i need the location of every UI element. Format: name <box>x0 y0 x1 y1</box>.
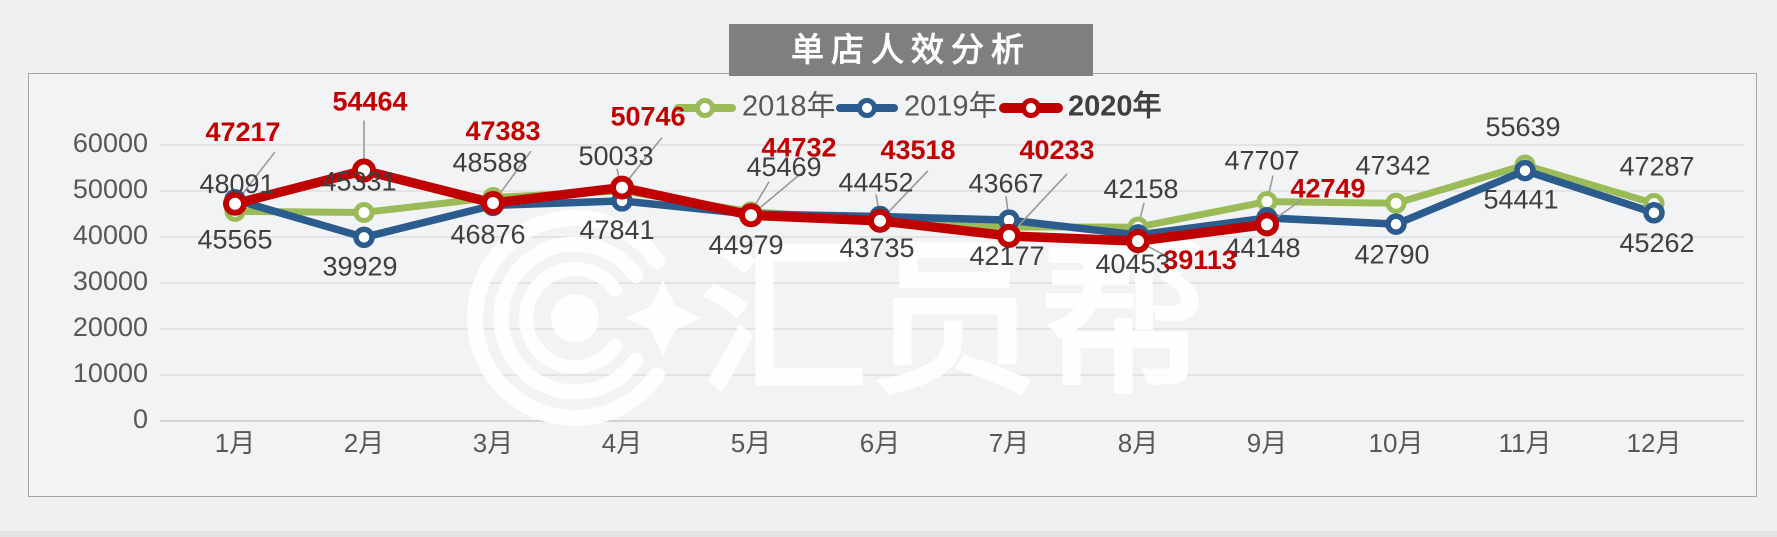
series-labels-2019: 48091 39929 46876 47841 44979 44452 43667 40453… <box>199 168 1694 282</box>
x-axis-tick-label: 11月 <box>1499 428 1552 458</box>
legend-label: 2020年 <box>1068 89 1162 123</box>
data-label: 47707 <box>1224 146 1299 176</box>
data-label: 46876 <box>450 219 525 249</box>
series-line-2019[interactable] <box>231 166 1658 242</box>
watermark-text: 汇员帮 <box>700 226 1210 414</box>
series-labels-2018: 45565 45331 48588 50033 45469 43735 42177 42158… <box>197 112 1694 271</box>
data-label: 47342 <box>1355 150 1430 180</box>
data-point[interactable] <box>868 208 892 233</box>
data-label: 47841 <box>579 215 654 245</box>
data-label: 45469 <box>746 152 821 182</box>
legend-item-2019[interactable]: 2019年 <box>836 90 998 123</box>
y-axis-tick-label: 0 <box>133 404 148 434</box>
x-axis-tick-label: 12月 <box>1627 428 1682 458</box>
data-label: 47217 <box>205 117 280 147</box>
x-axis-tick-label: 1月 <box>215 428 255 458</box>
x-axis-tick-label: 2月 <box>344 428 384 458</box>
data-point[interactable] <box>739 203 763 228</box>
data-label: 45331 <box>321 167 396 197</box>
bottom-strip <box>0 531 1777 537</box>
watermark: 汇员帮 <box>467 210 1210 426</box>
data-label: 45262 <box>1619 228 1694 258</box>
data-point[interactable] <box>353 201 375 223</box>
data-point[interactable] <box>1643 202 1665 224</box>
data-label: 39113 <box>1163 245 1237 275</box>
legend-item-2020[interactable]: 2020年 <box>999 89 1162 123</box>
data-label: 44148 <box>1225 233 1300 263</box>
data-point[interactable] <box>353 226 375 249</box>
data-label: 48091 <box>199 169 274 199</box>
data-label: 54441 <box>1483 185 1558 215</box>
data-point[interactable] <box>1385 213 1407 235</box>
data-label: 43667 <box>968 168 1043 198</box>
y-axis-tick-label: 40000 <box>73 220 148 250</box>
data-point[interactable] <box>1255 212 1279 237</box>
data-label: 42158 <box>1103 174 1178 204</box>
data-label: 50746 <box>610 102 685 132</box>
data-label: 39929 <box>322 251 397 281</box>
legend-label: 2019年 <box>904 90 998 123</box>
data-point[interactable] <box>1126 229 1150 254</box>
data-label: 43518 <box>880 135 955 165</box>
chart-title: 单店人效分析 <box>729 24 1093 76</box>
data-label: 44452 <box>838 168 913 198</box>
data-label: 48588 <box>452 148 527 178</box>
y-axis-tick-label: 30000 <box>73 266 148 296</box>
data-label: 42749 <box>1290 173 1365 203</box>
legend-marker-dot <box>695 98 715 118</box>
x-axis-tick-label: 3月 <box>473 428 513 458</box>
data-point[interactable] <box>1256 191 1278 213</box>
legend-marker-dot <box>857 98 877 118</box>
series-points-2020 <box>223 158 1279 254</box>
data-point[interactable] <box>481 191 505 216</box>
data-label: 44732 <box>761 132 836 162</box>
data-label: 42790 <box>1354 239 1429 269</box>
data-label: 47287 <box>1619 152 1694 182</box>
x-axis-tick-label: 4月 <box>602 428 642 458</box>
x-axis-tick-label: 9月 <box>1247 428 1287 458</box>
watermark-logo-center <box>551 294 599 342</box>
chart-panel <box>28 73 1757 497</box>
data-point[interactable] <box>352 158 376 183</box>
series-labels-2020: 47217 54464 47383 50746 44732 43518 40233 39113… <box>205 87 1365 276</box>
y-axis-tick-label: 60000 <box>73 128 148 158</box>
legend-label: 2018年 <box>742 90 836 123</box>
data-point[interactable] <box>1385 192 1407 214</box>
data-label: 42177 <box>969 241 1044 271</box>
data-label: 47383 <box>465 116 540 146</box>
y-axis-tick-label: 20000 <box>73 312 148 342</box>
data-point[interactable] <box>997 223 1021 248</box>
legend: 2018年 2019年 2020年 <box>674 89 1162 123</box>
x-axis-tick-label: 7月 <box>989 428 1029 458</box>
x-axis-tick-label: 8月 <box>1118 428 1158 458</box>
data-label: 45565 <box>197 225 272 255</box>
grid: 0 10000 20000 30000 40000 50000 60000 <box>73 128 1744 434</box>
data-label: 40233 <box>1019 135 1094 165</box>
watermark-logo-arc <box>519 262 623 374</box>
x-axis: 1月 2月 3月 4月 5月 6月 7月 8月 9月 10月 11月 12月 <box>215 428 1682 458</box>
watermark-logo-arc <box>467 210 665 426</box>
data-label: 55639 <box>1485 112 1560 142</box>
y-axis-tick-label: 10000 <box>73 358 148 388</box>
data-label: 40453 <box>1095 249 1170 279</box>
data-label: 54464 <box>332 87 407 117</box>
x-axis-tick-label: 5月 <box>731 428 771 458</box>
data-point[interactable] <box>610 175 634 200</box>
data-label: 44979 <box>708 230 783 260</box>
data-point[interactable] <box>1514 159 1536 182</box>
legend-marker-dot <box>1021 98 1041 118</box>
watermark-logo-arc <box>493 236 644 400</box>
watermark-logo-star <box>625 280 701 356</box>
x-axis-tick-label: 10月 <box>1369 428 1424 458</box>
legend-item-2018[interactable]: 2018年 <box>674 90 836 123</box>
x-axis-tick-label: 6月 <box>860 428 900 458</box>
data-label: 50033 <box>578 141 653 171</box>
data-point[interactable] <box>223 191 247 216</box>
y-axis-tick-label: 50000 <box>73 174 148 204</box>
data-label: 43735 <box>839 233 914 263</box>
